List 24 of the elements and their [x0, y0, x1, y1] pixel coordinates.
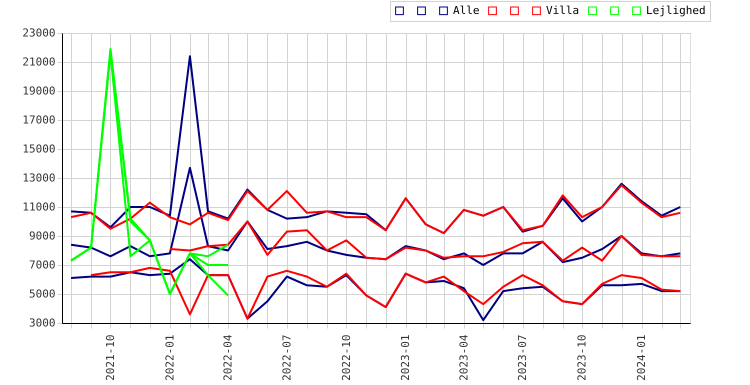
legend-label: Villa	[546, 4, 580, 17]
y-tick-label: 15000	[22, 142, 56, 156]
y-tick-label: 23000	[22, 26, 56, 40]
legend-label: Alle	[453, 4, 480, 17]
x-tick-label: 2022-10	[340, 334, 353, 381]
x-tick-label: 2022-01	[163, 334, 176, 381]
y-tick-label: 17000	[22, 114, 56, 126]
y-tick-label: 9000	[29, 230, 56, 242]
y-tick-label: 11000	[22, 200, 56, 214]
y-tick-label: 19000	[22, 84, 56, 98]
y-tick-label: 3000	[29, 316, 56, 330]
x-tick-label: 2024-01	[635, 334, 648, 381]
x-tick-label: 2021-10	[104, 334, 117, 381]
x-tick-label: 2023-10	[576, 334, 589, 381]
y-tick-label: 13000	[22, 172, 56, 184]
x-tick-label: 2023-07	[516, 334, 530, 381]
y-tick-label: 7000	[29, 258, 56, 272]
x-tick-label: 2023-04	[457, 334, 470, 381]
x-tick-label: 2022-07	[280, 334, 294, 381]
y-tick-label: 5000	[29, 288, 56, 300]
x-tick-label: 2023-01	[399, 334, 412, 381]
legend-label: Lejlighed	[646, 4, 706, 17]
y-tick-label: 21000	[22, 56, 56, 68]
x-tick-label: 2022-04	[222, 334, 235, 381]
